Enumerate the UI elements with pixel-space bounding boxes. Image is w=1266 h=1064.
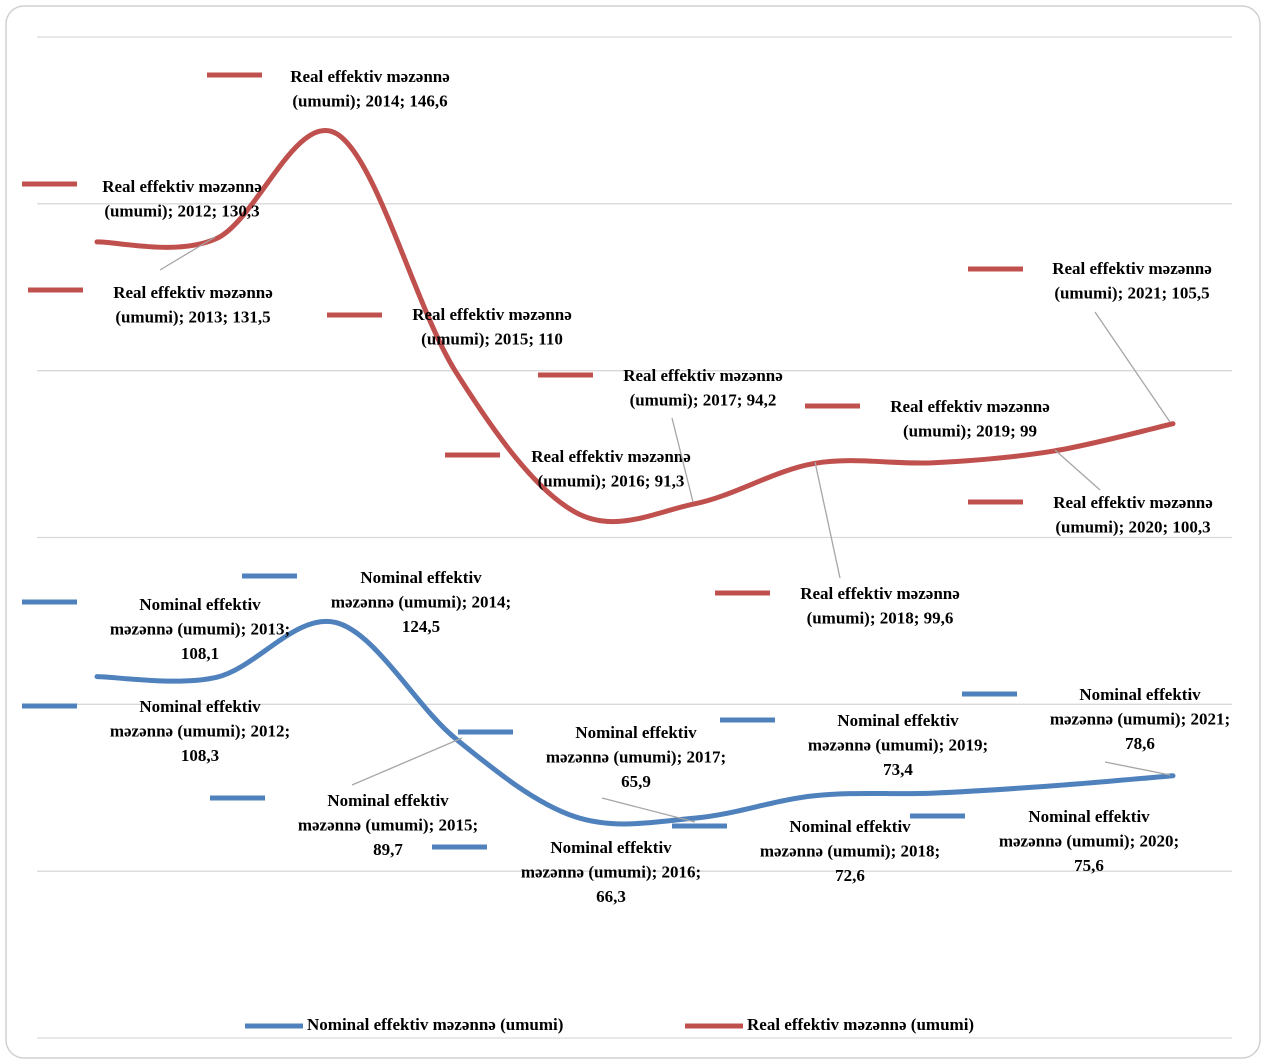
- data-label: Nominal effektiv məzənnə (umumi); 2019; 73…: [808, 711, 988, 779]
- data-label-line: Nominal effektiv: [1028, 807, 1150, 826]
- data-label-line: (umumi); 2020; 100,3: [1055, 517, 1210, 536]
- data-label-line: Real effektiv məzənnə: [102, 177, 262, 196]
- leader-line: [1094, 311, 1171, 423]
- data-label-line: məzənnə (umumi); 2012;: [110, 721, 290, 740]
- data-label-line: Real effektiv məzənnə: [412, 305, 572, 324]
- leader-line: [159, 236, 216, 271]
- data-label-line: Nominal effektiv: [550, 838, 672, 857]
- chart-frame: [5, 5, 1261, 1059]
- data-label-line: (umumi); 2012; 130,3: [104, 201, 259, 220]
- data-label: Nominal effektiv məzənnə (umumi); 2016; 66…: [521, 838, 701, 906]
- leader-line: [1104, 761, 1171, 776]
- data-label-line: məzənnə (umumi); 2013;: [110, 619, 290, 638]
- data-label: Real effektiv məzənnə (umumi); 2014; 146,…: [290, 67, 450, 111]
- data-label: Real effektiv məzənnə (umumi); 2017; 94,2: [623, 366, 783, 410]
- data-label-line: Nominal effektiv: [327, 791, 449, 810]
- data-label-line: Real effektiv məzənnə: [800, 584, 960, 603]
- data-label: Nominal effektiv məzənnə (umumi); 2012; 10…: [110, 697, 290, 765]
- data-label: Real effektiv məzənnə (umumi); 2019; 99: [890, 397, 1050, 441]
- leader-line: [671, 417, 694, 503]
- data-label: Nominal effektiv məzənnə (umumi); 2013; 10…: [110, 595, 290, 663]
- series-line: [94, 618, 1176, 827]
- leader-line: [814, 461, 841, 579]
- legend-label: Nominal effektiv məzənnə (umumi): [307, 1015, 563, 1034]
- data-label-line: (umumi); 2013; 131,5: [115, 307, 270, 326]
- data-label: Nominal effektiv məzənnə (umumi); 2021; 78…: [1050, 685, 1230, 753]
- data-label: Real effektiv məzənnə (umumi); 2021; 105,…: [1052, 259, 1212, 303]
- data-label-line: Nominal effektiv: [789, 817, 911, 836]
- data-label-line: Nominal effektiv: [575, 723, 697, 742]
- data-label-line: Real effektiv məzənnə: [531, 447, 691, 466]
- data-label: Nominal effektiv məzənnə (umumi); 2018; 72…: [760, 817, 940, 885]
- data-label-line: 65,9: [621, 772, 651, 791]
- data-label-line: Real effektiv məzənnə: [623, 366, 783, 385]
- data-label-line: 108,1: [181, 644, 219, 663]
- data-label: Nominal effektiv məzənnə (umumi); 2017; 65…: [546, 723, 726, 791]
- data-label-line: Nominal effektiv: [1079, 685, 1201, 704]
- data-label-line: məzənnə (umumi); 2015;: [298, 815, 478, 834]
- data-label-line: Real effektiv məzənnə: [113, 283, 273, 302]
- data-label-line: Real effektiv məzənnə: [1052, 259, 1212, 278]
- data-label-line: məzənnə (umumi); 2014;: [331, 592, 511, 611]
- data-label: Nominal effektiv məzənnə (umumi); 2015; 89…: [298, 791, 478, 859]
- data-label-line: məzənnə (umumi); 2016;: [521, 862, 701, 881]
- data-label-line: Nominal effektiv: [139, 697, 261, 716]
- data-label-line: məzənnə (umumi); 2018;: [760, 841, 940, 860]
- data-label-line: Nominal effektiv: [139, 595, 261, 614]
- data-label-line: məzənnə (umumi); 2017;: [546, 747, 726, 766]
- data-label-line: Nominal effektiv: [360, 568, 482, 587]
- leader-line: [1054, 449, 1101, 491]
- data-label-line: 108,3: [181, 746, 219, 765]
- data-label-line: (umumi); 2014; 146,6: [292, 91, 447, 110]
- data-label-line: Nominal effektiv: [837, 711, 959, 730]
- data-label-line: (umumi); 2016; 91,3: [538, 471, 685, 490]
- legend-label: Real effektiv məzənnə (umumi): [747, 1015, 974, 1034]
- data-label: Nominal effektiv məzənnə (umumi); 2014; 12…: [331, 568, 511, 636]
- data-label-line: (umumi); 2015; 110: [421, 329, 563, 348]
- data-label-line: 124,5: [402, 617, 440, 636]
- data-label-line: (umumi); 2019; 99: [903, 421, 1037, 440]
- data-label-line: məzənnə (umumi); 2020;: [999, 831, 1179, 850]
- data-label: Real effektiv məzənnə (umumi); 2018; 99,6: [800, 584, 960, 628]
- leader-line: [601, 797, 696, 823]
- data-label-line: məzənnə (umumi); 2019;: [808, 735, 988, 754]
- data-label-line: 75,6: [1074, 856, 1104, 875]
- series-line: [94, 128, 1176, 525]
- data-label-line: (umumi); 2021; 105,5: [1054, 283, 1209, 302]
- data-label-line: Real effektiv məzənnə: [890, 397, 1050, 416]
- leader-line: [351, 737, 463, 786]
- data-label-line: 89,7: [373, 840, 403, 859]
- data-label-line: Real effektiv məzənnə: [290, 67, 450, 86]
- data-label: Real effektiv məzənnə (umumi); 2012; 130,…: [102, 177, 262, 221]
- data-label-line: (umumi); 2017; 94,2: [630, 390, 777, 409]
- data-label-line: məzənnə (umumi); 2021;: [1050, 709, 1230, 728]
- data-label-line: 73,4: [883, 760, 913, 779]
- data-label: Real effektiv məzənnə (umumi); 2015; 110: [412, 305, 572, 349]
- data-label-line: (umumi); 2018; 99,6: [807, 608, 954, 627]
- data-label-line: 78,6: [1125, 734, 1155, 753]
- data-label: Nominal effektiv məzənnə (umumi); 2020; 75…: [999, 807, 1179, 875]
- data-label-line: Real effektiv məzənnə: [1053, 493, 1213, 512]
- data-label: Real effektiv məzənnə (umumi); 2016; 91,3: [531, 447, 691, 491]
- data-label-line: 72,6: [835, 866, 865, 885]
- data-label: Real effektiv məzənnə (umumi); 2020; 100,…: [1053, 493, 1213, 537]
- data-label-line: 66,3: [596, 887, 626, 906]
- data-label: Real effektiv məzənnə (umumi); 2013; 131,…: [113, 283, 273, 327]
